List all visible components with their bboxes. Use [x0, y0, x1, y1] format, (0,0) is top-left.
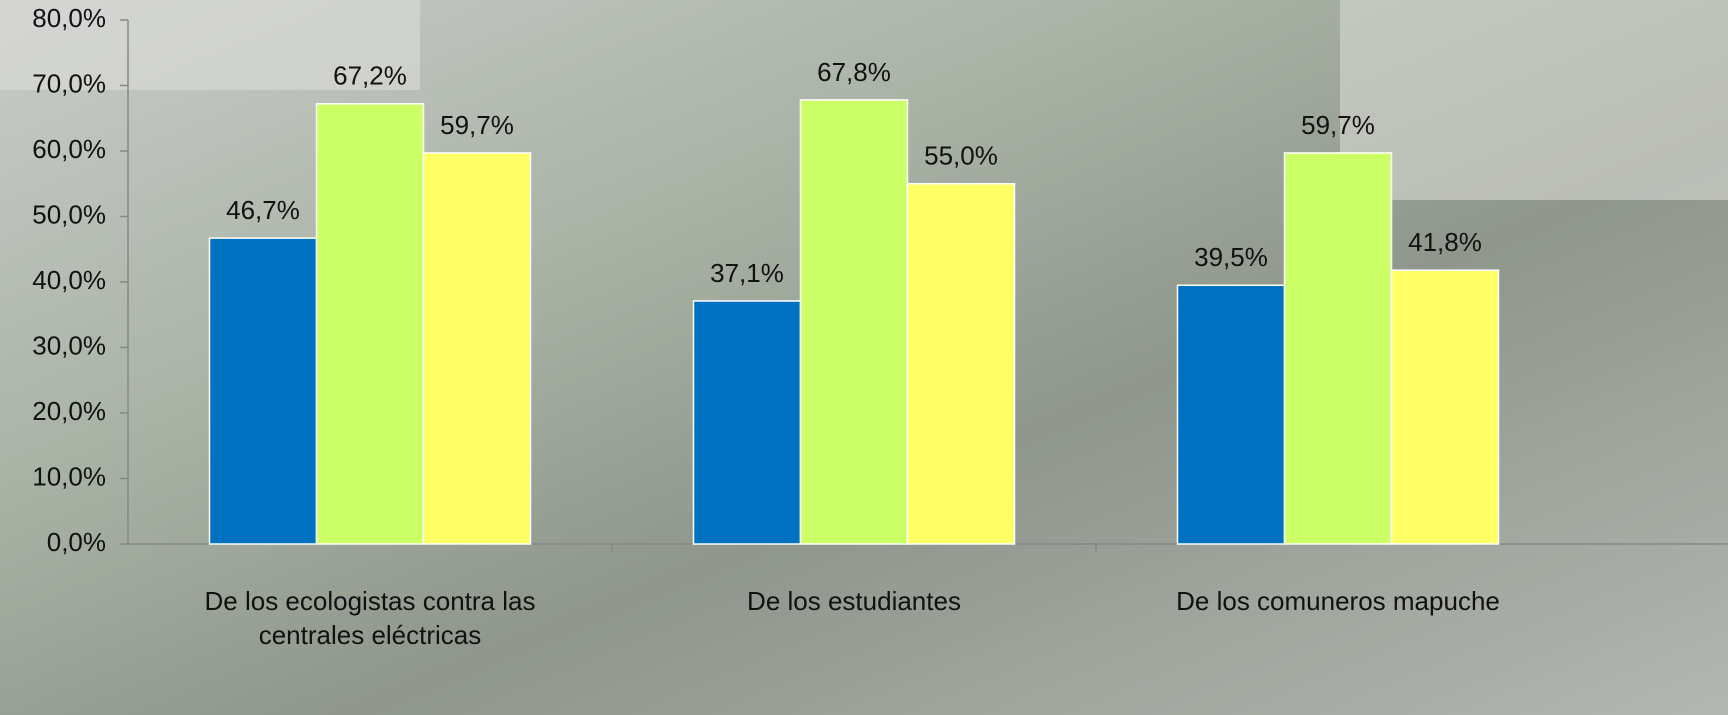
value-label: 59,7% — [1301, 110, 1375, 140]
x-tick-label-box: De los estudiantes — [654, 584, 1054, 664]
value-label: 67,2% — [333, 61, 407, 91]
x-tick-label-box: De los comuneros mapuche — [1138, 584, 1538, 664]
bar — [424, 153, 531, 544]
bar — [1392, 270, 1499, 544]
y-tick-label: 0,0% — [47, 527, 106, 557]
y-tick-label: 80,0% — [32, 3, 106, 33]
y-tick-label: 10,0% — [32, 461, 106, 491]
page: 0,0% 10,0% 20,0% 30,0% 40,0% 50,0% 60,0% 70,0% 8… — [0, 0, 1728, 715]
bar — [908, 184, 1015, 544]
y-tick-label: 60,0% — [32, 134, 106, 164]
bar — [694, 301, 801, 544]
value-label: 41,8% — [1408, 227, 1482, 257]
x-tick-label: De los ecologistas contra las centrales … — [170, 584, 570, 652]
x-tick-label-box: De los ecologistas contra las centrales … — [170, 584, 570, 664]
value-label: 37,1% — [710, 258, 784, 288]
value-label: 46,7% — [226, 195, 300, 225]
bar — [1178, 285, 1285, 544]
bar — [210, 238, 317, 544]
x-tick-label: De los estudiantes — [654, 584, 1054, 618]
y-tick-label: 50,0% — [32, 199, 106, 229]
y-tick-label: 70,0% — [32, 68, 106, 98]
value-label: 39,5% — [1194, 242, 1268, 272]
x-tick-label: De los comuneros mapuche — [1138, 584, 1538, 618]
y-tick-label: 40,0% — [32, 265, 106, 295]
bar — [801, 100, 908, 544]
value-label: 59,7% — [440, 110, 514, 140]
bar — [1285, 153, 1392, 544]
bar — [317, 104, 424, 544]
value-label: 67,8% — [817, 57, 891, 87]
y-tick-label: 30,0% — [32, 330, 106, 360]
value-label: 55,0% — [924, 141, 998, 171]
y-tick-label: 20,0% — [32, 396, 106, 426]
background-building — [1340, 0, 1728, 200]
chart: 0,0% 10,0% 20,0% 30,0% 40,0% 50,0% 60,0% 70,0% 8… — [0, 0, 1728, 715]
